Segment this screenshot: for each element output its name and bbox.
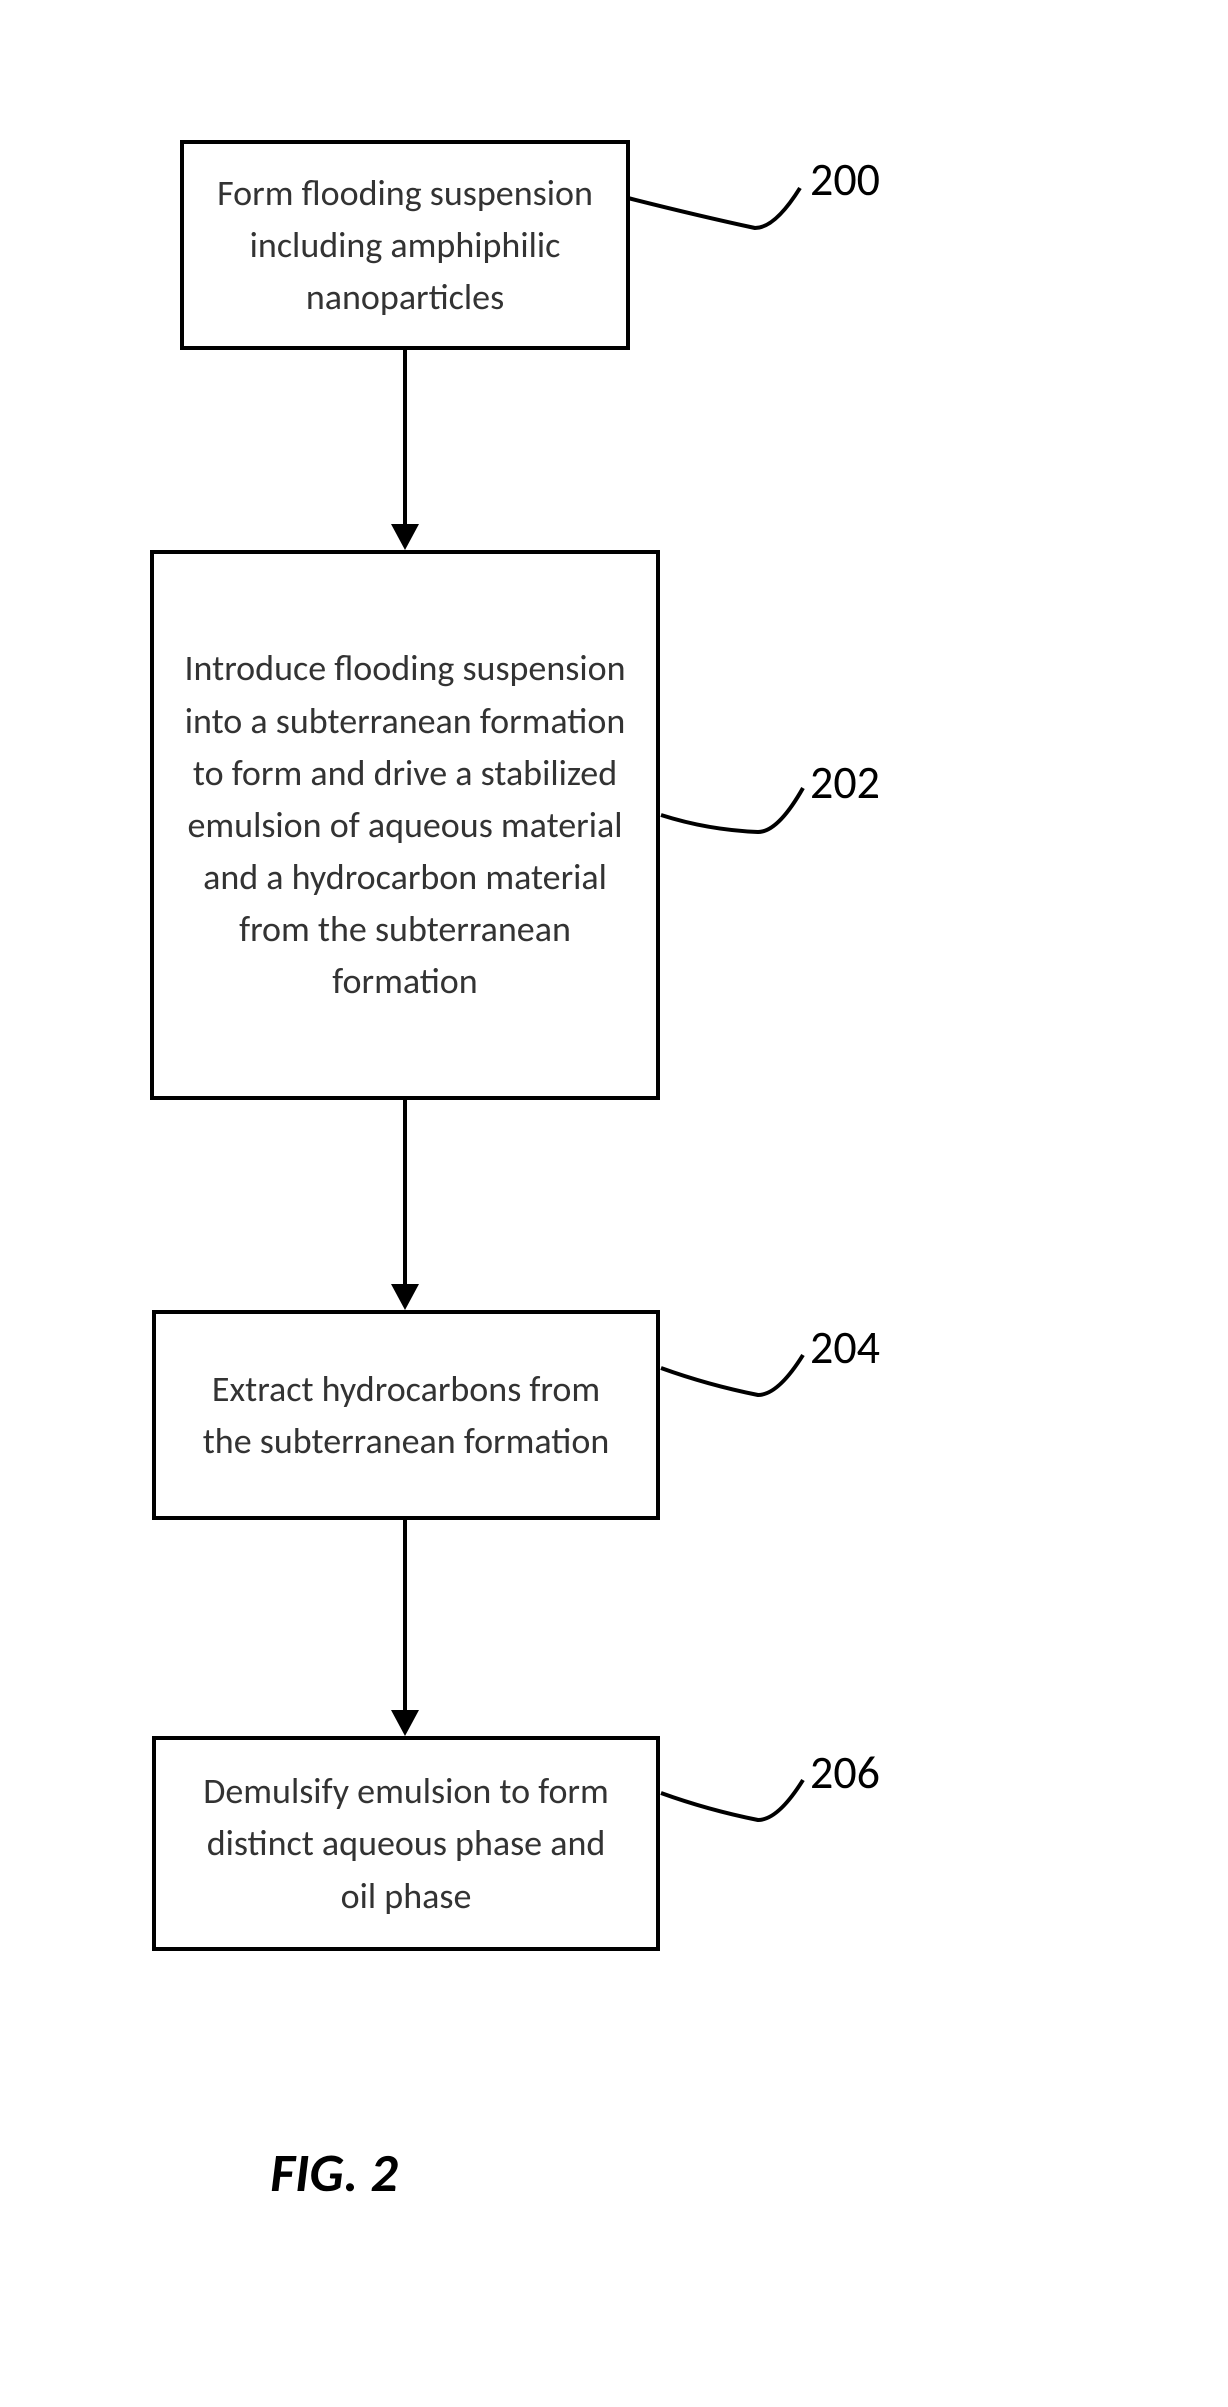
- arrow-3-head: [391, 1710, 419, 1736]
- callout-line-206: [658, 1765, 808, 1835]
- arrow-1-line: [403, 350, 407, 526]
- figure-caption: FIG. 2: [0, 2140, 948, 2206]
- flow-box-200: Form flooding suspension including amphi…: [180, 140, 630, 350]
- callout-label-204: 204: [810, 1320, 880, 1376]
- flow-box-204: Extract hydrocarbons from the subterrane…: [152, 1310, 660, 1520]
- callout-label-200: 200: [810, 152, 880, 208]
- flow-box-200-text: Form flooding suspension including amphi…: [214, 167, 596, 324]
- callout-label-206: 206: [810, 1745, 880, 1801]
- flowchart-container: Form flooding suspension including amphi…: [0, 0, 1228, 2407]
- flow-box-202-text: Introduce flooding suspension into a sub…: [184, 642, 626, 1007]
- arrow-2-head: [391, 1284, 419, 1310]
- flow-box-202: Introduce flooding suspension into a sub…: [150, 550, 660, 1100]
- flow-box-206-text: Demulsify emulsion to form distinct aque…: [186, 1765, 626, 1922]
- flow-box-204-text: Extract hydrocarbons from the subterrane…: [186, 1363, 626, 1467]
- flow-box-206: Demulsify emulsion to form distinct aque…: [152, 1736, 660, 1951]
- callout-line-204: [658, 1340, 808, 1410]
- arrow-1-head: [391, 524, 419, 550]
- callout-line-200: [625, 170, 805, 230]
- arrow-2-line: [403, 1100, 407, 1286]
- callout-label-202: 202: [810, 755, 880, 811]
- callout-line-202: [658, 770, 808, 840]
- arrow-3-line: [403, 1520, 407, 1712]
